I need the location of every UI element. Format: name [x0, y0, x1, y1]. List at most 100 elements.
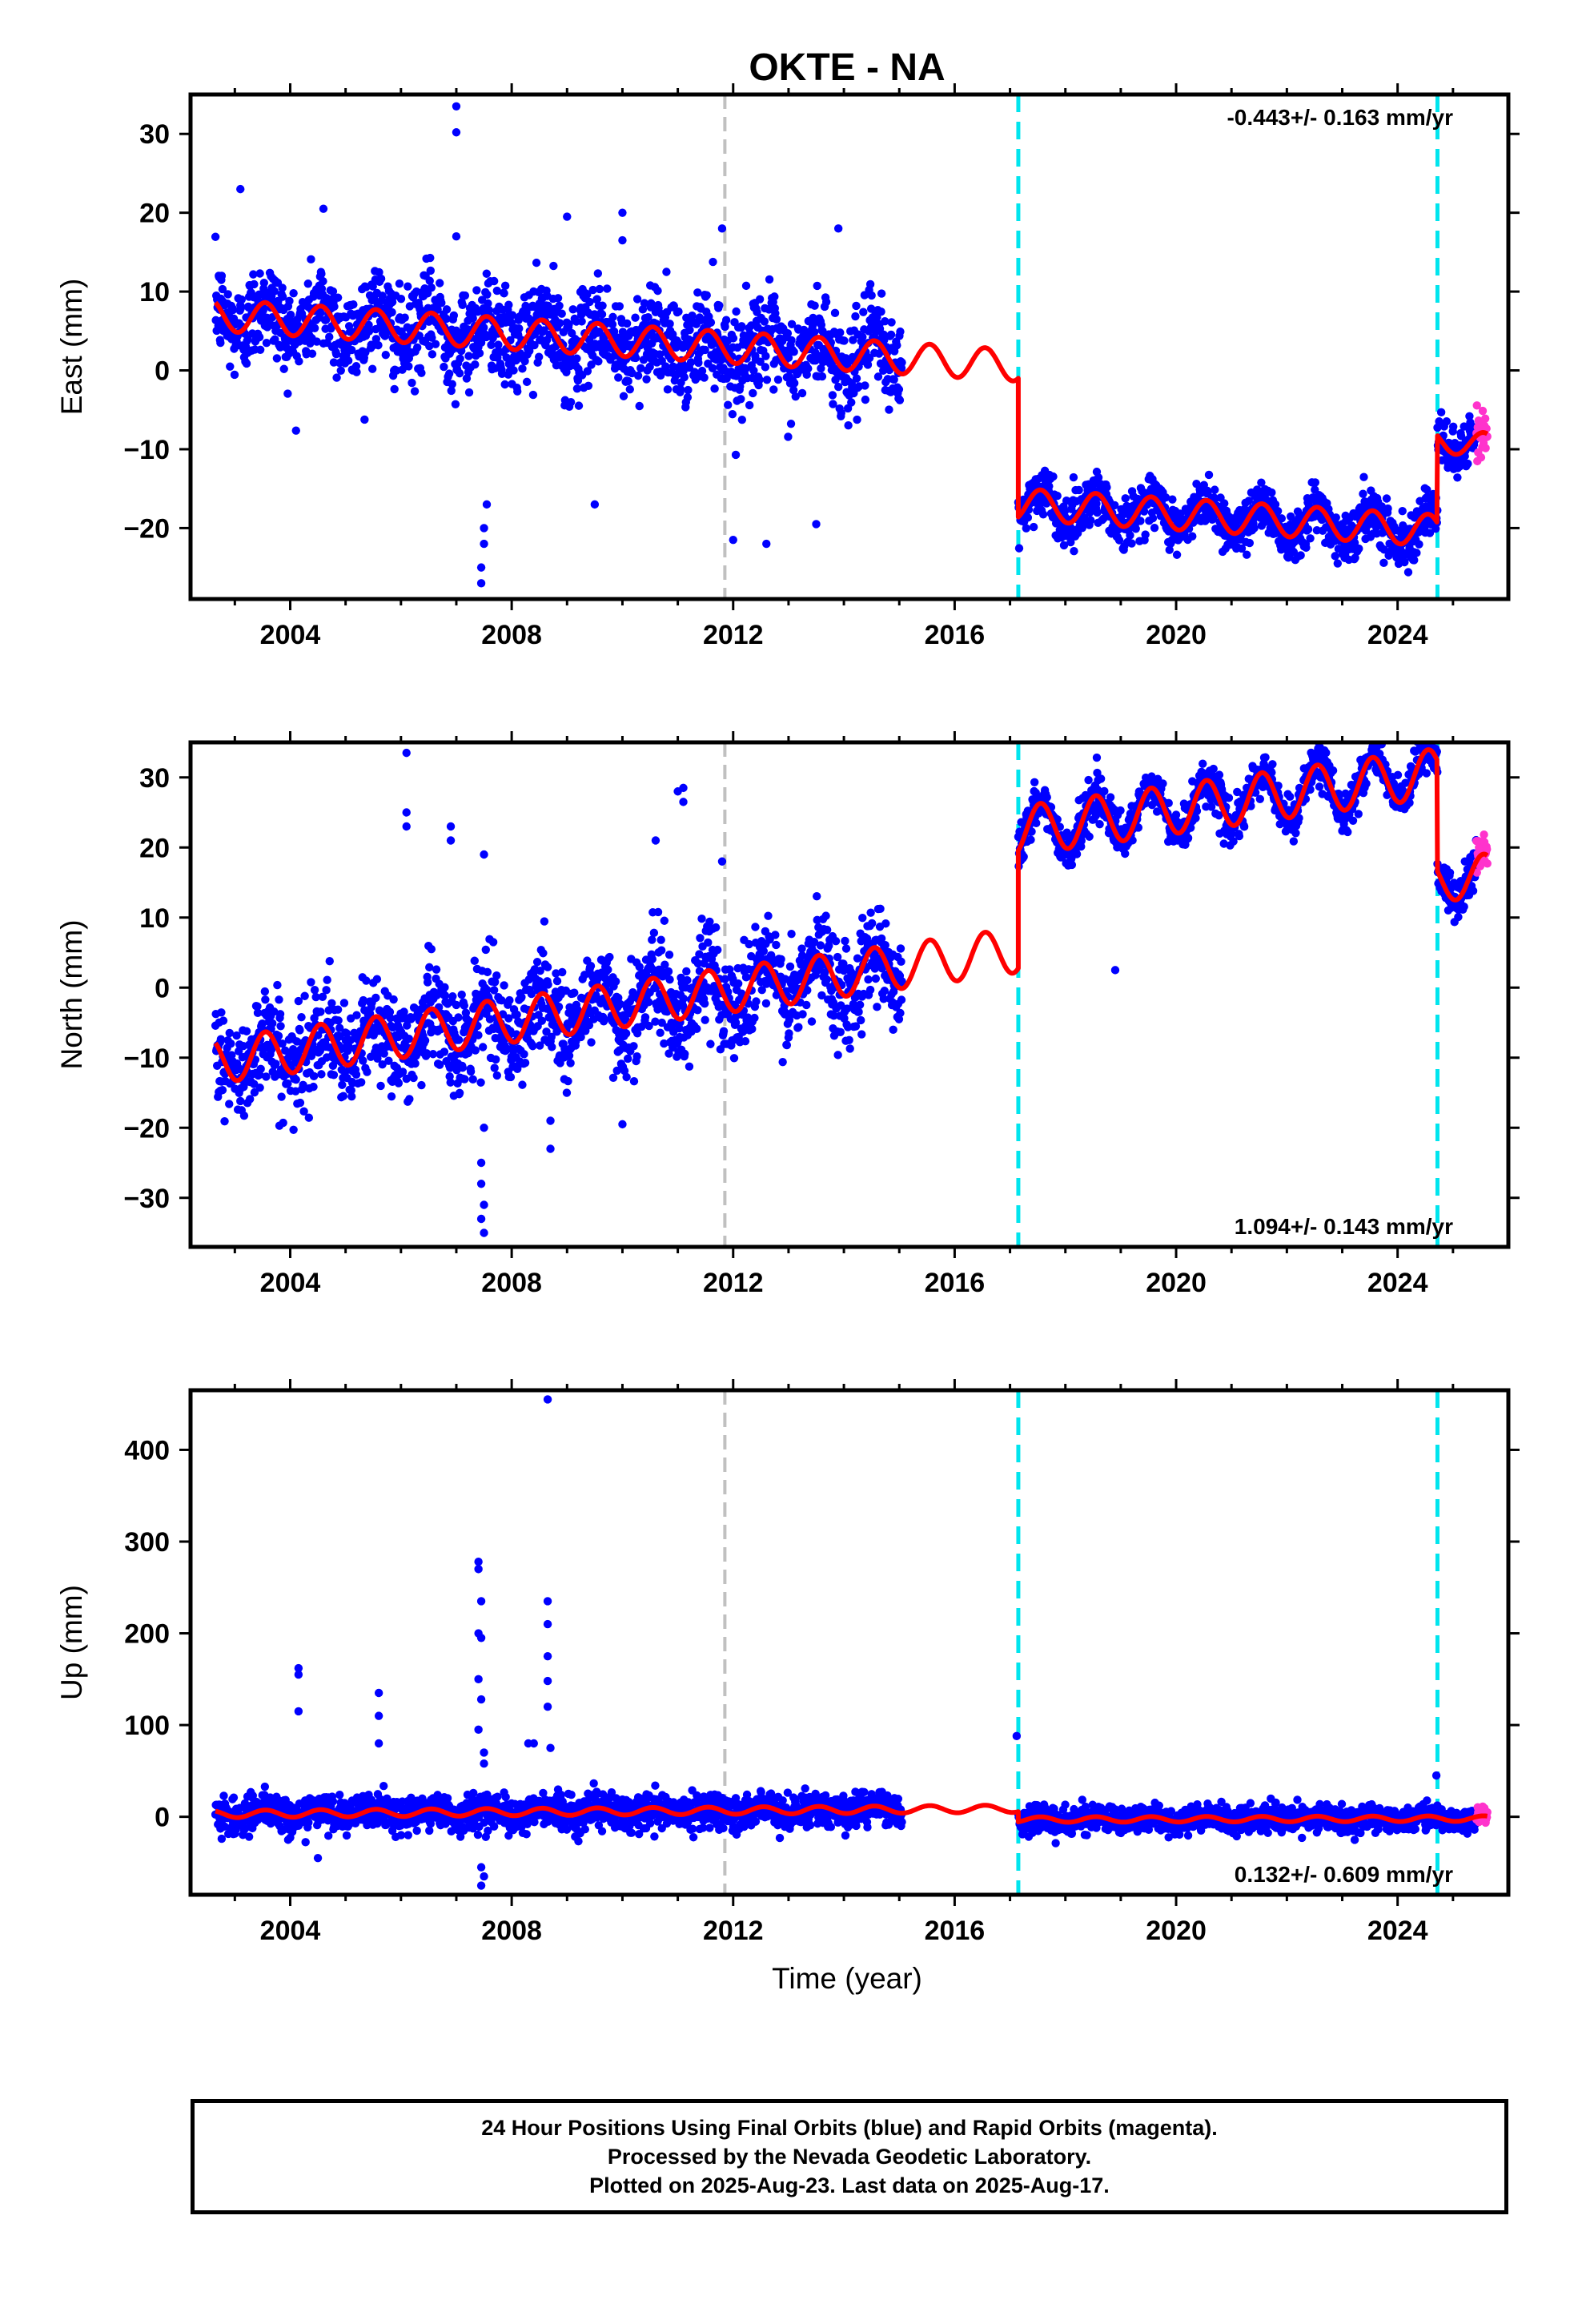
north-final-point	[599, 1017, 608, 1026]
north-final-point	[644, 1021, 653, 1031]
east-final-point	[1121, 494, 1130, 503]
east-final-point	[398, 365, 407, 374]
north-final-point	[362, 976, 371, 985]
east-final-point	[211, 232, 220, 241]
east-final-point	[1464, 459, 1472, 468]
east-final-point	[804, 364, 813, 373]
east-final-point	[791, 392, 800, 401]
east-final-point	[1333, 559, 1343, 568]
north-final-point	[409, 1073, 418, 1083]
east-final-point	[1303, 525, 1313, 534]
east-final-point	[858, 332, 867, 342]
east-final-point	[216, 338, 225, 348]
north-final-point	[660, 1039, 669, 1048]
north-final-point	[446, 1078, 455, 1087]
north-final-point	[877, 934, 886, 943]
north-final-point	[372, 975, 382, 983]
east-final-point	[685, 325, 694, 335]
east-final-point	[853, 415, 861, 424]
east-final-point	[669, 301, 678, 311]
east-final-point	[706, 318, 716, 327]
east-final-point	[364, 320, 373, 330]
north-final-point	[845, 1035, 853, 1044]
east-final-point	[291, 426, 300, 435]
north-final-point	[695, 950, 704, 959]
east-final-point	[773, 375, 783, 384]
north-final-point	[304, 1113, 314, 1122]
east-final-point	[307, 255, 315, 264]
east-final-point	[683, 393, 693, 402]
east-outlier-point-2	[452, 102, 461, 111]
east-final-point	[769, 385, 778, 394]
east-outlier-point-0	[236, 184, 245, 194]
north-final-point	[1192, 806, 1202, 815]
north-final-point	[741, 973, 751, 982]
east-final-point	[530, 340, 539, 350]
north-final-point	[611, 977, 620, 986]
north-final-point	[317, 1070, 326, 1079]
east-final-point	[557, 309, 566, 318]
north-final-point	[309, 1072, 319, 1081]
north-final-point	[542, 1027, 551, 1036]
east-final-point	[317, 269, 326, 279]
north-final-point	[322, 986, 331, 995]
east-final-point	[847, 398, 856, 407]
north-final-point	[764, 911, 773, 920]
east-final-point	[425, 276, 434, 285]
east-plot-area	[211, 94, 1492, 599]
east-final-point	[1062, 497, 1071, 505]
east-final-point	[614, 373, 623, 382]
north-final-point	[1072, 850, 1082, 858]
north-final-point	[339, 1092, 348, 1100]
east-final-point	[255, 269, 264, 278]
north-final-point	[547, 1032, 556, 1042]
north-final-point	[837, 1001, 845, 1010]
north-final-point	[896, 944, 905, 953]
east-final-point	[555, 319, 564, 328]
east-final-point	[1172, 550, 1182, 559]
east-final-point	[451, 400, 460, 409]
east-final-point	[1220, 499, 1229, 508]
north-final-point	[256, 1064, 265, 1074]
north-final-point	[270, 1007, 279, 1016]
east-final-point	[665, 320, 674, 328]
north-final-point	[423, 978, 432, 987]
east-final-point	[1078, 523, 1087, 533]
east-final-point	[644, 312, 652, 322]
east-final-point	[810, 301, 819, 310]
east-outlier-point-15	[762, 539, 771, 549]
east-final-point	[404, 282, 412, 291]
east-final-point	[635, 401, 644, 411]
east-final-point	[585, 297, 594, 307]
east-final-point	[700, 373, 709, 382]
north-final-point	[894, 1015, 904, 1023]
east-final-point	[513, 387, 522, 396]
north-final-point	[649, 928, 659, 938]
north-final-point	[704, 938, 713, 947]
north-final-point	[528, 1042, 537, 1051]
north-final-point	[466, 1067, 476, 1076]
north-final-point	[334, 1016, 343, 1025]
east-final-point	[631, 313, 640, 322]
north-final-point	[483, 967, 492, 977]
east-final-point	[428, 350, 437, 359]
north-final-point	[562, 1088, 572, 1097]
north-final-point	[1095, 819, 1104, 829]
north-final-point	[812, 891, 821, 901]
north-final-point	[335, 1023, 344, 1032]
east-final-point	[278, 283, 287, 292]
east-final-point	[1127, 539, 1136, 548]
north-final-point	[218, 1086, 227, 1095]
north-final-point	[845, 1044, 854, 1053]
north-final-point	[644, 998, 653, 1007]
east-final-point	[572, 354, 581, 363]
north-final-point	[386, 1013, 395, 1023]
north-final-point	[216, 1035, 226, 1043]
north-final-point	[841, 936, 849, 946]
north-final-point	[798, 1010, 807, 1019]
east-final-point	[852, 301, 861, 311]
north-final-point	[660, 916, 669, 925]
east-final-point	[410, 387, 420, 396]
north-final-point	[520, 1050, 528, 1059]
north-final-point	[802, 1000, 811, 1010]
